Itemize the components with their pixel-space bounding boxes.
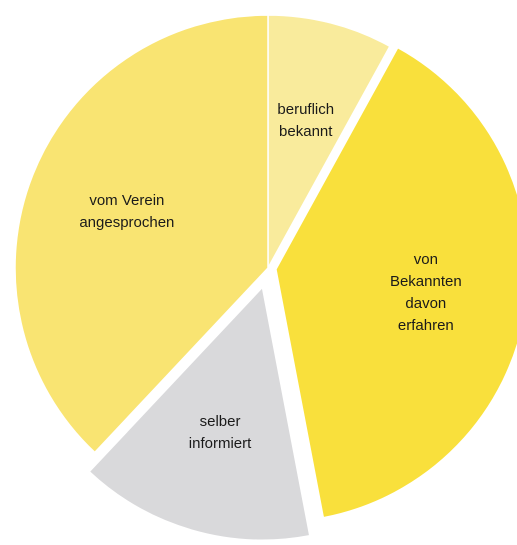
- slice-label: selber informiert: [188, 412, 252, 452]
- pie-slice: [14, 14, 269, 454]
- pie-slice: [88, 285, 311, 541]
- pie-slice: [275, 46, 517, 519]
- pie-slice: [267, 14, 391, 269]
- slice-label: vom Verein angesprochen: [79, 192, 175, 232]
- slice-label: von Bekannten davon erfahren: [389, 250, 462, 334]
- slice-label: beruflich bekannt: [277, 100, 335, 140]
